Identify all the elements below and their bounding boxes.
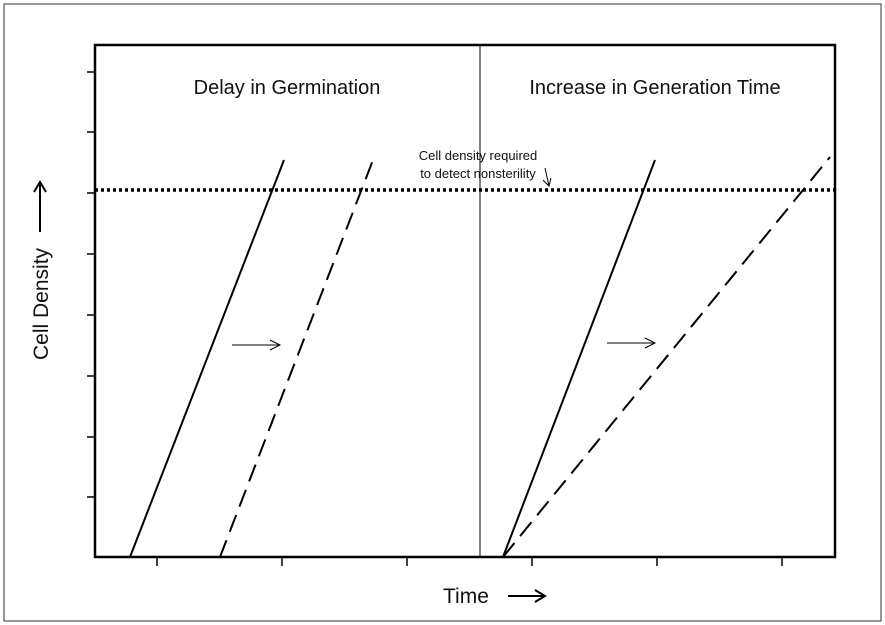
plot-box	[93, 43, 837, 559]
y-ticks	[87, 71, 95, 498]
shift-arrow	[607, 337, 657, 349]
frame	[3, 3, 882, 622]
annotation-arrow	[542, 167, 552, 187]
shift-arrow	[232, 339, 282, 351]
x-axis-label: Time	[443, 585, 489, 608]
delayed-growth-line	[219, 159, 374, 558]
x-axis-arrow	[508, 589, 547, 603]
x-ticks	[156, 557, 783, 566]
y-axis-label: Cell Density	[30, 247, 53, 360]
annotation: to detect nonsterility	[420, 166, 536, 181]
annotation: Cell density required	[419, 148, 538, 163]
growth-line	[129, 159, 285, 558]
panel-title: Delay in Germination	[194, 77, 381, 99]
growth-line	[502, 159, 656, 558]
y-axis-arrow	[33, 180, 47, 232]
slower-growth-line	[502, 156, 831, 558]
panel-title: Increase in Generation Time	[529, 77, 780, 99]
